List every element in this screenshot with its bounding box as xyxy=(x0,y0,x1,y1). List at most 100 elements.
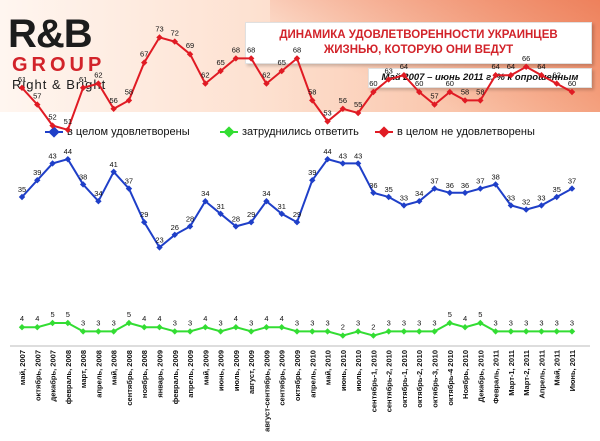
data-point-satisfied xyxy=(141,219,148,226)
data-point-satisfied xyxy=(186,223,194,230)
data-label-unsatisfied: 60 xyxy=(369,79,377,88)
data-label-satisfied: 33 xyxy=(400,193,408,202)
data-point-unsatisfied xyxy=(34,101,41,108)
data-label-satisfied: 36 xyxy=(446,181,454,190)
data-point-unsatisfied xyxy=(538,72,545,79)
data-point-satisfied xyxy=(446,189,453,196)
data-point-satisfied xyxy=(171,231,178,238)
data-label-undecided: 3 xyxy=(188,318,192,327)
data-point-undecided xyxy=(34,324,41,331)
data-label-undecided: 5 xyxy=(50,310,54,319)
data-label-undecided: 2 xyxy=(341,323,345,332)
x-tick-label: Май, 2011 xyxy=(553,350,562,386)
data-label-satisfied: 36 xyxy=(461,181,469,190)
data-point-undecided xyxy=(553,328,560,335)
data-point-undecided xyxy=(477,319,484,327)
data-label-unsatisfied: 64 xyxy=(491,62,499,71)
data-label-undecided: 4 xyxy=(157,314,161,323)
data-point-undecided xyxy=(79,328,87,335)
data-label-satisfied: 37 xyxy=(430,177,438,186)
data-label-undecided: 3 xyxy=(494,318,498,327)
data-point-unsatisfied xyxy=(400,72,408,79)
data-point-undecided xyxy=(339,332,347,339)
data-label-undecided: 3 xyxy=(539,318,543,327)
x-tick-label: Июнь, 2011 xyxy=(568,350,577,391)
x-tick-label: январь, 2009 xyxy=(156,350,165,398)
data-label-satisfied: 33 xyxy=(507,193,515,202)
chart-title-line-1: ДИНАМИКА УДОВЛЕТВОРЕННОСТИ УКРАИНЦЕВ xyxy=(279,29,558,41)
data-point-satisfied xyxy=(477,185,484,192)
data-label-satisfied: 35 xyxy=(553,185,561,194)
data-label-undecided: 3 xyxy=(173,318,177,327)
data-point-satisfied xyxy=(492,181,499,188)
data-point-satisfied xyxy=(507,202,515,209)
chart-title-box: ДИНАМИКА УДОВЛЕТВОРЕННОСТИ УКРАИНЦЕВ ЖИЗ… xyxy=(245,22,592,64)
data-point-unsatisfied xyxy=(553,80,560,87)
data-label-satisfied: 36 xyxy=(369,181,377,190)
x-tick-label: апрель, 2009 xyxy=(186,350,195,398)
data-label-satisfied: 41 xyxy=(109,160,117,169)
x-tick-label: Ноябрь, 2010 xyxy=(461,350,470,399)
data-label-satisfied: 43 xyxy=(339,151,347,160)
data-label-undecided: 4 xyxy=(142,314,146,323)
x-tick-label: Март-2, 2011 xyxy=(522,350,531,396)
data-point-satisfied xyxy=(568,185,576,192)
data-label-unsatisfied: 53 xyxy=(323,108,331,117)
data-label-satisfied: 23 xyxy=(155,235,163,244)
data-point-satisfied xyxy=(309,177,316,184)
data-label-undecided: 3 xyxy=(387,318,391,327)
x-tick-label: июнь, 2010 xyxy=(339,350,348,391)
data-label-undecided: 3 xyxy=(509,318,513,327)
data-label-satisfied: 39 xyxy=(33,168,41,177)
x-tick-label: Апрель, 2011 xyxy=(537,350,546,399)
data-label-satisfied: 44 xyxy=(64,147,72,156)
data-point-unsatisfied xyxy=(477,97,484,104)
data-point-satisfied xyxy=(370,189,377,196)
data-label-unsatisfied: 58 xyxy=(461,87,469,96)
x-tick-label: август, 2009 xyxy=(247,350,256,394)
data-label-unsatisfied: 65 xyxy=(278,58,286,67)
data-point-satisfied xyxy=(339,160,347,167)
data-point-unsatisfied xyxy=(186,51,194,58)
data-label-unsatisfied: 60 xyxy=(415,79,423,88)
data-label-undecided: 4 xyxy=(203,314,207,323)
data-label-satisfied: 38 xyxy=(79,172,87,181)
data-label-unsatisfied: 66 xyxy=(522,54,530,63)
data-label-undecided: 3 xyxy=(417,318,421,327)
data-point-undecided xyxy=(95,328,102,335)
data-label-satisfied: 35 xyxy=(384,185,392,194)
data-point-unsatisfied xyxy=(156,34,163,41)
x-tick-label: май, 2009 xyxy=(201,350,210,385)
data-label-undecided: 4 xyxy=(234,314,238,323)
data-label-unsatisfied: 62 xyxy=(553,71,561,80)
data-label-undecided: 4 xyxy=(20,314,24,323)
data-label-unsatisfied: 64 xyxy=(400,62,408,71)
data-label-unsatisfied: 56 xyxy=(109,96,117,105)
data-point-unsatisfied xyxy=(309,97,316,104)
data-point-undecided xyxy=(309,328,316,335)
data-point-undecided xyxy=(125,319,133,327)
data-label-undecided: 2 xyxy=(371,323,375,332)
x-tick-label: сентябрь, 2009 xyxy=(278,350,287,406)
data-label-satisfied: 37 xyxy=(125,177,133,186)
data-point-undecided xyxy=(507,328,515,335)
data-label-undecided: 3 xyxy=(249,318,253,327)
data-point-satisfied xyxy=(125,185,133,192)
x-tick-label: апрель, 2010 xyxy=(308,350,317,398)
data-point-unsatisfied xyxy=(370,88,377,96)
data-point-undecided xyxy=(370,332,377,339)
data-label-undecided: 3 xyxy=(112,318,116,327)
data-label-unsatisfied: 61 xyxy=(18,75,26,84)
legend-label-undecided: затруднились ответить xyxy=(242,126,359,138)
data-label-undecided: 3 xyxy=(356,318,360,327)
x-tick-label: май, 2010 xyxy=(324,350,333,385)
x-tick-label: август-сентябрь, 2009 xyxy=(262,350,271,432)
data-label-satisfied: 26 xyxy=(171,223,179,232)
data-label-undecided: 3 xyxy=(325,318,329,327)
data-point-unsatisfied xyxy=(18,84,26,91)
data-point-unsatisfied xyxy=(171,38,178,45)
data-point-undecided xyxy=(568,328,576,335)
data-label-unsatisfied: 63 xyxy=(384,66,392,75)
data-point-satisfied xyxy=(354,160,362,167)
data-label-satisfied: 39 xyxy=(308,168,316,177)
